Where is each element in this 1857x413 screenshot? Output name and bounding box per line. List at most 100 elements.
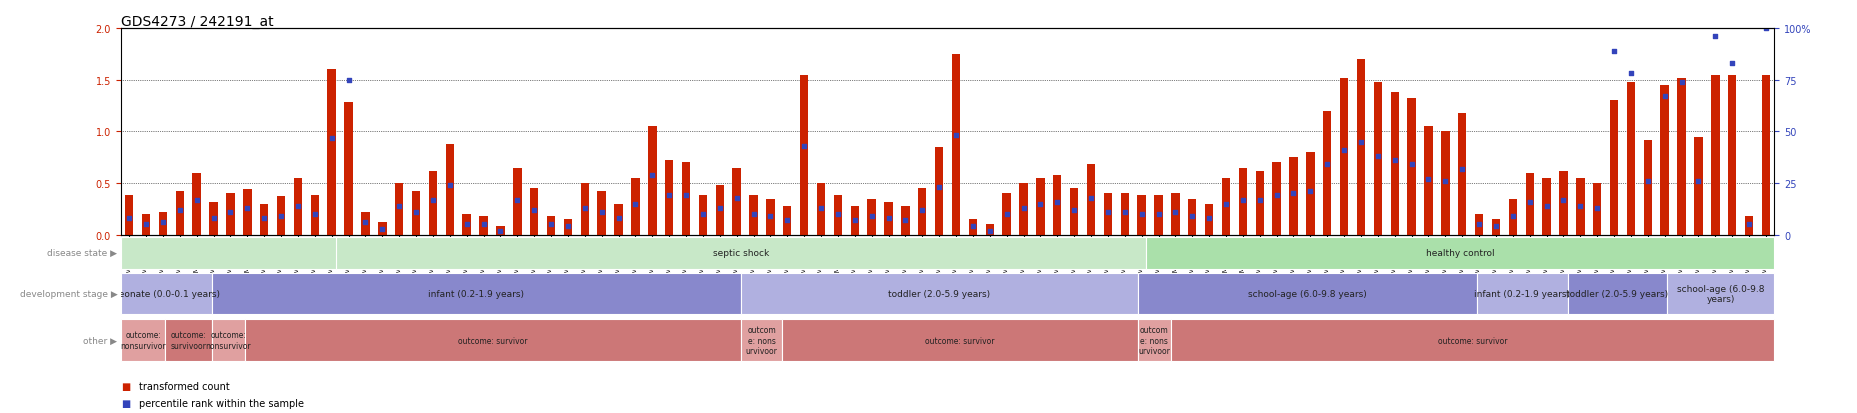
Text: outcome: survivor: outcome: survivor (459, 336, 527, 345)
Bar (765, 199, 774, 235)
Text: percentile rank within the sample: percentile rank within the sample (139, 398, 305, 408)
Bar (631, 178, 639, 235)
Bar (212, 273, 741, 315)
Bar (748, 196, 758, 235)
Point (537, 221, 566, 228)
Point (485, 228, 514, 234)
Bar (867, 199, 875, 235)
Bar (1406, 99, 1415, 235)
Point (992, 211, 1021, 218)
Point (215, 209, 245, 216)
Text: neonate (0.0-0.1 years): neonate (0.0-0.1 years) (113, 290, 219, 298)
Bar (1660, 85, 1668, 235)
Point (334, 77, 364, 84)
Bar (951, 55, 960, 235)
Bar (1474, 214, 1482, 235)
Point (1682, 178, 1712, 185)
Text: school-age (6.0-9.8 years): school-age (6.0-9.8 years) (1248, 290, 1367, 298)
Bar (579, 184, 589, 235)
Bar (1170, 194, 1179, 235)
Text: other ▶: other ▶ (84, 336, 117, 345)
Point (1092, 209, 1122, 216)
Point (132, 221, 162, 228)
Point (806, 205, 836, 211)
Point (1749, 26, 1779, 32)
Point (975, 228, 1005, 234)
Point (1177, 213, 1207, 220)
Bar (1086, 165, 1094, 235)
Bar (1627, 83, 1634, 235)
Text: infant (0.2-1.9 years): infant (0.2-1.9 years) (429, 290, 524, 298)
Bar (1322, 112, 1331, 235)
Bar (1710, 75, 1718, 235)
Text: toddler (2.0-5.9 years): toddler (2.0-5.9 years) (1565, 290, 1668, 298)
Bar (210, 202, 217, 235)
Bar (293, 178, 303, 235)
Point (1144, 211, 1174, 218)
Point (1666, 79, 1695, 86)
Point (1344, 139, 1374, 146)
Bar (1744, 216, 1753, 235)
Point (620, 201, 650, 208)
Point (1413, 176, 1443, 183)
Bar (121, 273, 212, 315)
Point (1547, 197, 1577, 204)
Bar (227, 194, 234, 235)
Point (384, 203, 414, 210)
Bar (901, 206, 910, 235)
Bar (158, 212, 167, 235)
Bar (1694, 137, 1701, 235)
Bar (1591, 184, 1601, 235)
Point (1211, 201, 1240, 208)
Point (518, 207, 548, 214)
Bar (1070, 189, 1077, 235)
Bar (1272, 163, 1279, 235)
Bar (665, 161, 672, 235)
Bar (344, 103, 353, 235)
Point (958, 223, 988, 230)
Text: outcom
e: nons
urvivoor: outcom e: nons urvivoor (1138, 325, 1170, 355)
Bar (800, 75, 808, 235)
Point (873, 215, 903, 222)
Text: outcom
e: nons
urvivoor: outcom e: nons urvivoor (745, 325, 776, 355)
Bar (193, 173, 201, 235)
Text: outcome:
survivoor: outcome: survivoor (171, 330, 206, 350)
Bar (1643, 140, 1651, 235)
Point (1075, 195, 1105, 202)
Point (368, 225, 397, 232)
Point (1699, 34, 1729, 40)
Text: toddler (2.0-5.9 years): toddler (2.0-5.9 years) (888, 290, 990, 298)
Text: disease state ▶: disease state ▶ (48, 248, 117, 257)
Point (637, 172, 667, 179)
Bar (446, 145, 453, 235)
Point (1363, 154, 1393, 160)
Point (1649, 94, 1679, 100)
Point (299, 211, 329, 218)
Bar (934, 147, 943, 235)
Text: healthy control: healthy control (1424, 248, 1493, 257)
Bar (121, 237, 1146, 269)
Point (1261, 193, 1291, 199)
Point (165, 207, 195, 214)
Bar (479, 216, 488, 235)
Point (249, 215, 279, 222)
Bar (412, 192, 420, 235)
Bar (1255, 171, 1263, 235)
Point (182, 197, 212, 204)
Bar (1003, 194, 1010, 235)
Bar (1019, 184, 1027, 235)
Point (1582, 205, 1612, 211)
Point (1008, 205, 1038, 211)
Bar (1677, 78, 1684, 235)
Point (923, 185, 953, 191)
Bar (598, 192, 605, 235)
Bar (546, 216, 555, 235)
Point (282, 203, 312, 210)
Bar (851, 206, 858, 235)
Bar (245, 319, 741, 361)
Bar (513, 168, 522, 235)
Bar (1441, 132, 1448, 235)
Text: outcome:
nonsurvivor: outcome: nonsurvivor (206, 330, 251, 350)
Point (451, 221, 481, 228)
Point (941, 133, 971, 140)
